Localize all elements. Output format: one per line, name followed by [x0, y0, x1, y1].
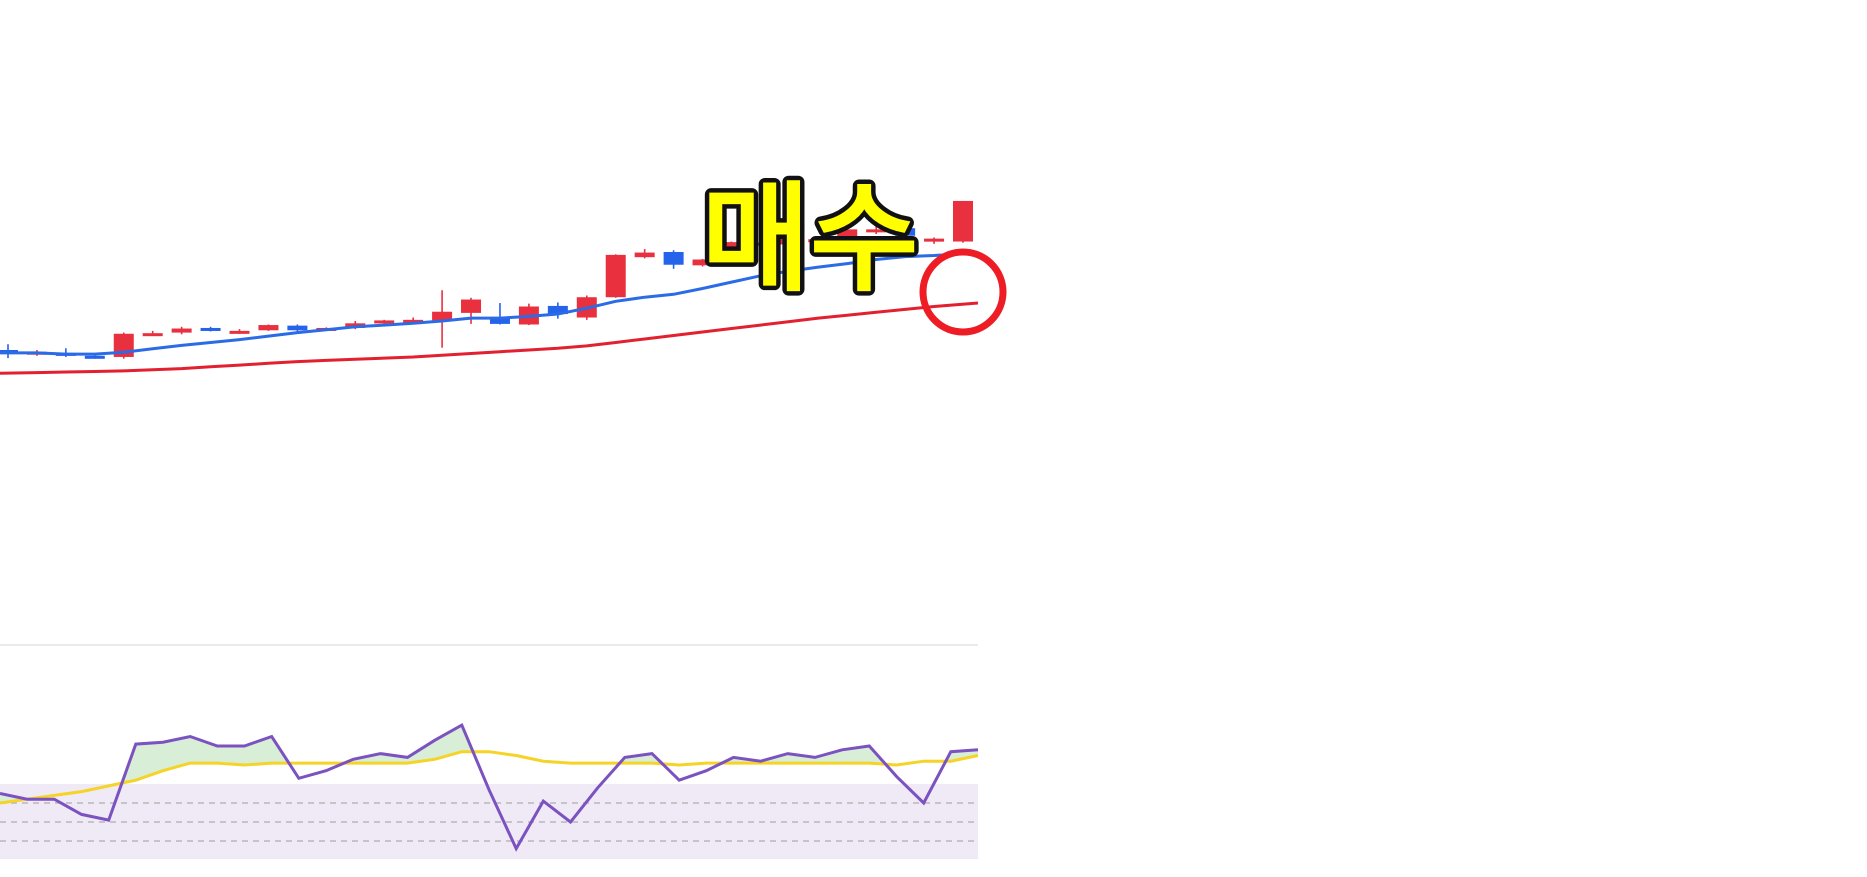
candle-body	[634, 252, 655, 258]
ma-short-line	[0, 252, 964, 356]
buy-label: 매수	[701, 170, 918, 308]
candle-body	[200, 327, 221, 331]
candle-body	[895, 228, 916, 236]
candle-body	[403, 319, 424, 323]
candle	[258, 324, 279, 331]
candle-body	[750, 242, 771, 246]
candle	[287, 324, 308, 332]
candles	[0, 200, 973, 359]
candle	[779, 234, 800, 249]
oscillator-panel	[0, 722, 979, 859]
candle-body	[605, 254, 626, 298]
ma-long-line	[0, 301, 979, 375]
candle-body	[287, 325, 308, 331]
candle-body	[142, 333, 163, 337]
signal-line	[0, 750, 979, 805]
candle-body	[866, 229, 887, 233]
candle	[605, 254, 626, 298]
candle	[200, 326, 221, 332]
oscillator-levels	[0, 802, 978, 842]
candle	[837, 229, 858, 238]
candle-body	[692, 259, 713, 266]
oscillator-line	[0, 722, 979, 852]
candle	[953, 200, 973, 243]
candle	[750, 230, 771, 246]
candle-body	[171, 328, 192, 333]
candle-body	[663, 251, 684, 265]
buy-annotation: 매수	[697, 166, 1007, 336]
candle	[432, 290, 453, 348]
candle	[808, 238, 829, 243]
candle-body	[489, 316, 510, 324]
candle	[489, 303, 510, 325]
candle	[229, 329, 250, 334]
candle-body	[374, 320, 395, 324]
candle	[403, 317, 424, 323]
candle	[721, 241, 742, 262]
candle-body	[461, 299, 482, 313]
candle-body	[84, 355, 105, 359]
candle-body	[953, 200, 973, 242]
candle-body	[779, 234, 800, 245]
candle	[924, 237, 945, 244]
candle	[663, 250, 684, 269]
candle-body	[924, 238, 945, 242]
candle	[113, 332, 134, 359]
buy-marker-circle	[919, 248, 1007, 336]
candle	[374, 319, 395, 324]
candle-body	[229, 330, 250, 334]
candle-body	[721, 242, 742, 260]
candle	[547, 302, 568, 319]
candle	[895, 227, 916, 236]
candle	[866, 224, 887, 234]
candle	[142, 330, 163, 337]
candle-body	[808, 239, 829, 243]
candle-body	[258, 325, 279, 331]
candle	[692, 258, 713, 267]
candle	[634, 249, 655, 259]
candle-body	[547, 305, 568, 315]
candle-body	[837, 229, 858, 237]
candle	[171, 326, 192, 335]
price-panel	[0, 200, 979, 375]
candle-body	[432, 311, 453, 321]
